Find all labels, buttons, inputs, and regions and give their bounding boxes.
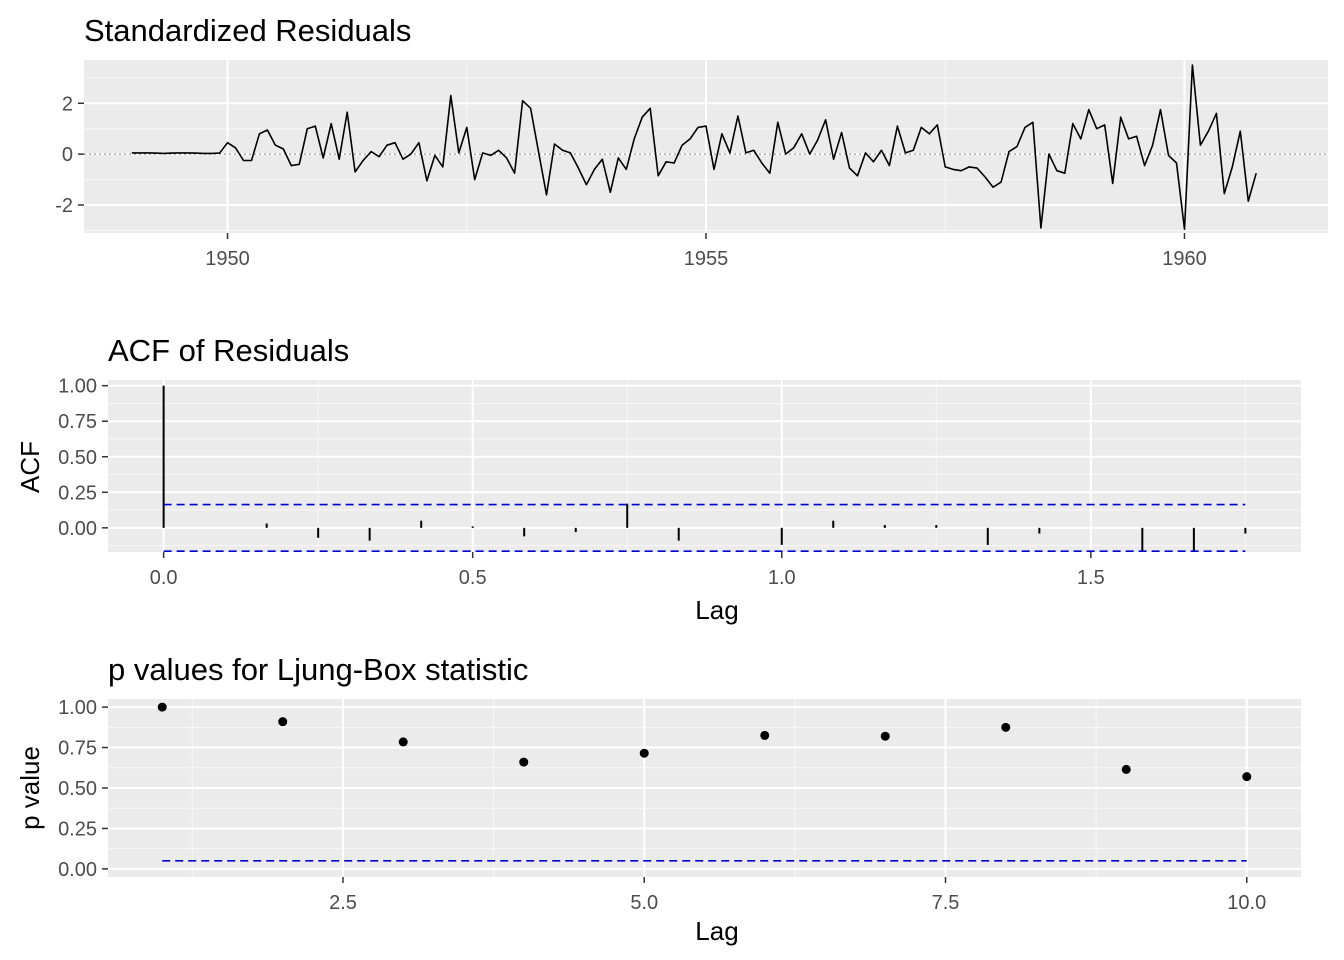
acf-x-axis-label: Lag: [695, 595, 738, 625]
residuals-series: [131, 64, 1257, 230]
ljung-box-y-tick-label: 0.75: [58, 738, 97, 760]
ljung-box-x-tick-label: 2.5: [329, 892, 357, 914]
ljung-box-x-axis-label: Lag: [695, 916, 738, 946]
acf-confidence-bounds: [163, 503, 1246, 552]
acf-y-tick-label: 0.25: [58, 482, 97, 504]
p-value-point: [880, 731, 890, 741]
residuals-x-tick-label: 1950: [205, 248, 250, 270]
ljung-box-x-ticks: 2.5 5.0 7.5 10.0: [329, 877, 1266, 914]
acf-x-tick-label: 0.0: [150, 567, 178, 589]
acf-x-tick-label: 0.5: [459, 567, 487, 589]
p-value-point: [519, 757, 529, 767]
p-value-point: [157, 702, 167, 712]
ljung-box-points: [157, 702, 1252, 782]
acf-grid: [108, 380, 1301, 552]
p-value-point: [639, 748, 649, 758]
acf-panel: ACF of Residuals 0.0 0.5 1.0 1.5 0.000.250.…: [15, 333, 1301, 625]
ljung-box-y-tick-label: 1.00: [58, 697, 97, 719]
p-value-point: [760, 730, 770, 740]
acf-y-tick-label: 1.00: [58, 376, 97, 398]
acf-y-tick-label: 0.50: [58, 447, 97, 469]
ljung-box-y-tick-label: 0.25: [58, 818, 97, 840]
acf-x-ticks: 0.0 0.5 1.0 1.5: [150, 552, 1105, 589]
acf-y-tick-label: 0.75: [58, 411, 97, 433]
p-value-point: [1001, 722, 1011, 732]
p-value-point: [398, 737, 408, 747]
residuals-x-tick-label: 1960: [1162, 248, 1207, 270]
acf-y-axis-label: ACF: [15, 441, 45, 493]
residuals-x-tick-label: 1955: [684, 248, 729, 270]
acf-y-tick-label: 0.00: [58, 518, 97, 540]
residuals-line: [131, 64, 1257, 230]
ljung-box-x-tick-label: 10.0: [1227, 892, 1266, 914]
acf-plot-background: [108, 380, 1301, 552]
p-value-point: [1242, 772, 1252, 782]
acf-title: ACF of Residuals: [108, 333, 349, 368]
residuals-y-ticks: -2 0 2: [55, 93, 84, 217]
ljung-box-panel: p values for Ljung-Box statistic 2.5 5.0 7…: [15, 652, 1301, 946]
residuals-y-tick-label: 2: [62, 93, 73, 115]
residuals-y-tick-label: 0: [62, 144, 73, 166]
ljung-box-title: p values for Ljung-Box statistic: [108, 652, 528, 687]
ljung-box-x-tick-label: 7.5: [932, 892, 960, 914]
acf-x-tick-label: 1.0: [768, 567, 796, 589]
residuals-panel: Standardized Residuals 1950 1955 1960 -2 0 2: [55, 13, 1328, 270]
ljung-box-y-ticks: 0.00 0.25 0.50 0.75 1.00: [58, 697, 108, 881]
ljung-box-y-axis-label: p value: [15, 746, 45, 830]
p-value-point: [1121, 764, 1131, 774]
ljung-box-y-tick-label: 0.00: [58, 859, 97, 881]
ljung-box-y-tick-label: 0.50: [58, 778, 97, 800]
acf-y-ticks: 0.00 0.25 0.50 0.75 1.00: [58, 376, 108, 540]
residuals-y-tick-label: -2: [55, 195, 73, 217]
acf-x-tick-label: 1.5: [1077, 567, 1105, 589]
ljung-box-x-tick-label: 5.0: [630, 892, 658, 914]
ljung-box-grid: [108, 699, 1301, 877]
p-value-point: [278, 717, 288, 727]
residuals-title: Standardized Residuals: [84, 13, 411, 48]
residuals-x-ticks: 1950 1955 1960: [205, 233, 1207, 270]
